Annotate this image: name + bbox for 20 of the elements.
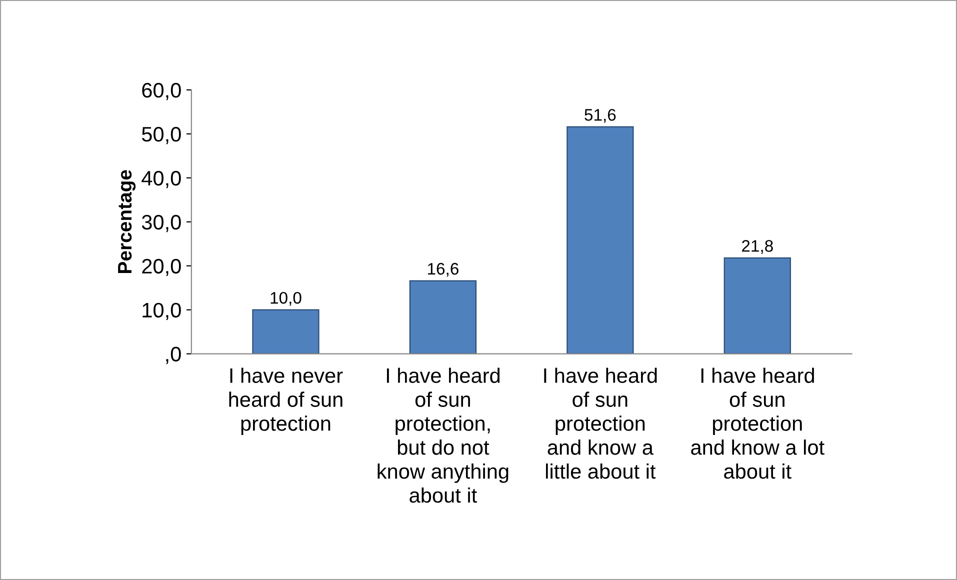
y-axis-title: Percentage <box>118 170 136 273</box>
bar <box>252 309 320 354</box>
y-tick-label: 50,0 <box>142 126 181 144</box>
x-tick-label: I have heard of sun protection and know a little about it <box>544 368 657 479</box>
bar <box>409 280 477 354</box>
data-label: 16,6 <box>428 262 458 277</box>
x-tick-label: I have heard of sun protection and know a lot about it <box>691 368 824 479</box>
y-tick-label: ,0 <box>166 346 181 364</box>
y-tick-label: 60,0 <box>142 82 181 100</box>
y-tick-label: 20,0 <box>142 258 181 276</box>
bar <box>566 126 634 354</box>
data-label: 21,8 <box>742 240 773 254</box>
bar <box>724 257 791 354</box>
y-tick-label: 30,0 <box>142 214 181 232</box>
data-label: 51,6 <box>584 108 616 123</box>
y-tick-label: 10,0 <box>142 302 181 320</box>
y-tick-label: 40,0 <box>142 170 181 188</box>
x-tick-label: I have heard of sun protection, but do not know anything about it <box>378 368 508 503</box>
x-tick-label: I have never heard of sun protection <box>229 368 343 436</box>
data-label: 10,0 <box>270 292 302 306</box>
